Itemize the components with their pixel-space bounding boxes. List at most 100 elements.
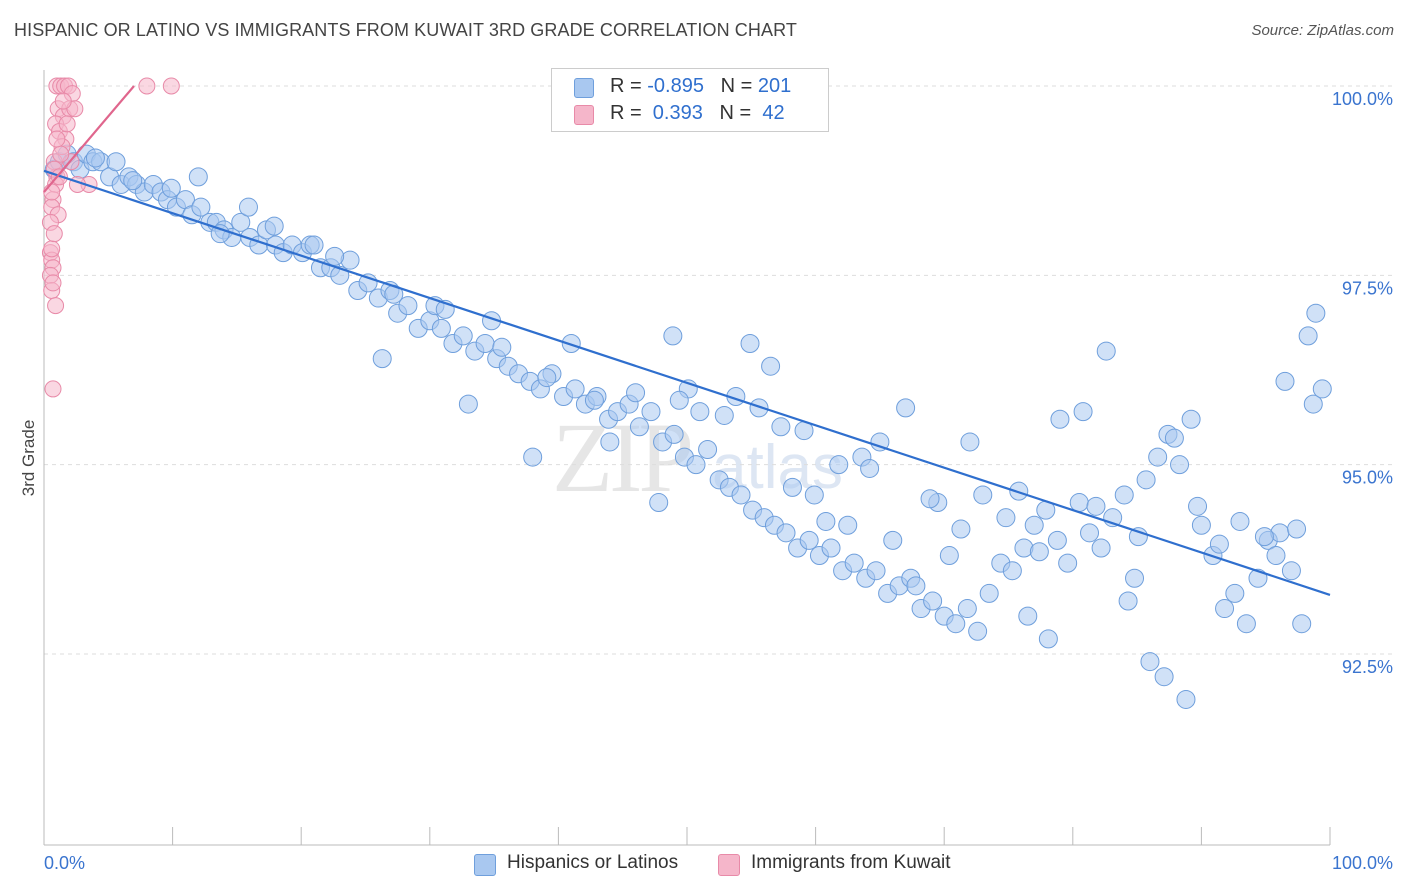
point-hispanic	[686, 455, 706, 475]
point-hispanic	[860, 458, 880, 478]
point-kuwait	[44, 274, 62, 292]
point-hispanic	[238, 197, 258, 217]
point-hispanic	[1215, 599, 1235, 619]
point-hispanic	[1086, 496, 1106, 516]
point-hispanic	[523, 447, 543, 467]
point-hispanic	[939, 546, 959, 566]
point-hispanic	[960, 432, 980, 452]
legend-n-label: N =	[719, 102, 757, 124]
point-hispanic	[698, 440, 718, 460]
point-hispanic	[749, 398, 769, 418]
point-hispanic	[968, 621, 988, 641]
point-hispanic	[372, 349, 392, 369]
point-hispanic	[1154, 667, 1174, 687]
point-hispanic	[740, 333, 760, 353]
point-kuwait	[43, 240, 61, 258]
trendline-hispanic	[43, 169, 1331, 596]
legend-swatch-blue	[574, 78, 594, 98]
point-hispanic	[1176, 689, 1196, 709]
point-hispanic	[1069, 493, 1089, 513]
point-kuwait	[54, 92, 72, 110]
x-tick-label: 0.0%	[44, 853, 85, 873]
point-hispanic	[1230, 511, 1250, 531]
point-hispanic	[264, 216, 284, 236]
point-hispanic	[906, 576, 926, 596]
point-hispanic	[1209, 534, 1229, 554]
bottom-legend-label: Hispanics or Latinos	[507, 852, 679, 873]
point-hispanic	[946, 614, 966, 634]
point-hispanic	[304, 235, 324, 255]
point-hispanic	[761, 356, 781, 376]
point-hispanic	[663, 326, 683, 346]
legend-n-value: 201	[757, 75, 792, 97]
point-hispanic	[799, 530, 819, 550]
point-hispanic	[1275, 371, 1295, 391]
bottom-legend-swatch-blue	[474, 854, 496, 876]
point-hispanic	[161, 178, 181, 198]
point-kuwait	[52, 145, 70, 163]
point-hispanic	[1298, 326, 1318, 346]
point-hispanic	[1047, 530, 1067, 550]
point-hispanic	[838, 515, 858, 535]
point-kuwait	[48, 130, 66, 148]
point-hispanic	[398, 296, 418, 316]
legend-n-value: 42	[756, 102, 785, 124]
point-hispanic	[883, 530, 903, 550]
point-hispanic	[188, 167, 208, 187]
point-hispanic	[641, 402, 661, 422]
point-hispanic	[821, 538, 841, 558]
legend-r-value: -0.895	[647, 75, 704, 97]
point-hispanic	[1114, 485, 1134, 505]
y-tick-label: 97.5%	[1342, 278, 1393, 298]
watermark-zip: ZIP	[552, 402, 694, 513]
chart-title: HISPANIC OR LATINO VS IMMIGRANTS FROM KU…	[14, 20, 797, 40]
point-hispanic	[923, 591, 943, 611]
source-label: Source: ZipAtlas.com	[1251, 22, 1394, 39]
point-hispanic	[1096, 341, 1116, 361]
point-hispanic	[1018, 606, 1038, 626]
y-tick-label: 95.0%	[1342, 468, 1393, 488]
y-tick-label: 100.0%	[1332, 89, 1393, 109]
point-hispanic	[690, 402, 710, 422]
point-hispanic	[782, 477, 802, 497]
point-hispanic	[1002, 561, 1022, 581]
point-kuwait	[45, 225, 63, 243]
point-hispanic	[431, 318, 451, 338]
point-kuwait	[162, 77, 180, 95]
y-tick-label: 92.5%	[1342, 657, 1393, 677]
legend-r-label: R =	[610, 102, 648, 124]
point-hispanic	[1073, 402, 1093, 422]
point-hispanic	[804, 485, 824, 505]
point-kuwait	[58, 115, 76, 133]
stats-legend: R = -0.895 N = 201 R = 0.393 N = 42	[551, 68, 829, 132]
point-hispanic	[1225, 583, 1245, 603]
legend-r-value: 0.393	[647, 102, 703, 124]
point-hispanic	[1292, 614, 1312, 634]
point-hispanic	[1170, 455, 1190, 475]
point-hispanic	[816, 511, 836, 531]
point-hispanic	[844, 553, 864, 573]
point-hispanic	[626, 383, 646, 403]
point-hispanic	[1254, 527, 1274, 547]
point-hispanic	[1050, 409, 1070, 429]
point-hispanic	[123, 171, 143, 191]
bottom-legend-label: Immigrants from Kuwait	[751, 852, 951, 873]
point-kuwait	[43, 183, 61, 201]
point-hispanic	[1312, 379, 1332, 399]
point-kuwait	[138, 77, 156, 95]
point-hispanic	[85, 148, 105, 168]
point-hispanic	[669, 390, 689, 410]
point-hispanic	[649, 493, 669, 513]
point-hispanic	[829, 455, 849, 475]
legend-r-label: R =	[610, 75, 648, 97]
point-hispanic	[957, 599, 977, 619]
point-hispanic	[1024, 515, 1044, 535]
point-hispanic	[714, 405, 734, 425]
point-hispanic	[1038, 629, 1058, 649]
point-hispanic	[584, 390, 604, 410]
point-hispanic	[776, 523, 796, 543]
point-hispanic	[1091, 538, 1111, 558]
point-hispanic	[1058, 553, 1078, 573]
point-hispanic	[600, 432, 620, 452]
